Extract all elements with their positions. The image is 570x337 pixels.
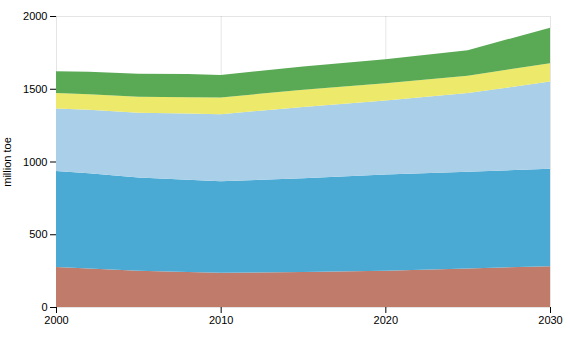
- svg-text:2030: 2030: [538, 314, 562, 326]
- svg-text:500: 500: [29, 228, 47, 240]
- svg-text:2000: 2000: [44, 314, 68, 326]
- svg-text:2020: 2020: [374, 314, 398, 326]
- svg-text:0: 0: [41, 301, 47, 313]
- svg-text:2000: 2000: [23, 10, 47, 22]
- svg-text:1500: 1500: [23, 83, 47, 95]
- svg-text:2010: 2010: [209, 314, 233, 326]
- svg-text:1000: 1000: [23, 156, 47, 168]
- svg-text:million toe: million toe: [1, 137, 13, 187]
